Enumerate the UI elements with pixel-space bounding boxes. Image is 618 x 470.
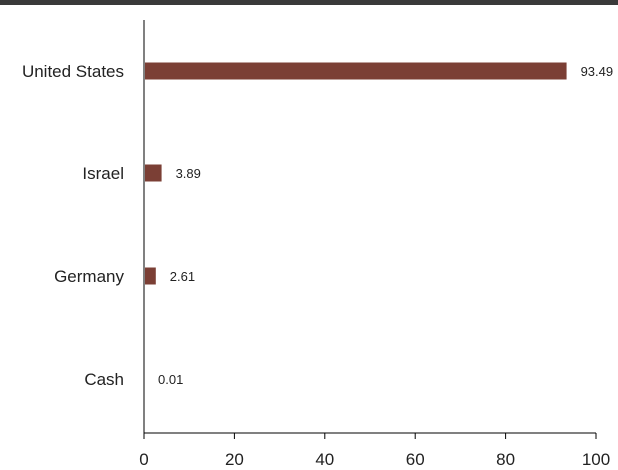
x-tick-label-20: 20 — [225, 450, 244, 469]
category-label-israel: Israel — [82, 164, 124, 183]
x-tick-label-80: 80 — [496, 450, 515, 469]
x-tick-label-40: 40 — [315, 450, 334, 469]
category-label-cash: Cash — [84, 370, 124, 389]
top-rule — [0, 0, 618, 5]
value-label-israel: 3.89 — [176, 166, 201, 181]
value-label-germany: 2.61 — [170, 269, 195, 284]
bar-germany — [145, 267, 156, 285]
value-label-cash: 0.01 — [158, 372, 183, 387]
value-label-united-states: 93.49 — [581, 64, 614, 79]
x-tick-label-0: 0 — [139, 450, 148, 469]
x-tick-label-100: 100 — [582, 450, 610, 469]
x-axis-ticks: 0 20 40 60 80 100 — [139, 433, 610, 469]
bar-israel — [145, 164, 162, 182]
bars-layer — [145, 62, 567, 285]
bar-united-states — [145, 62, 567, 80]
category-label-germany: Germany — [54, 267, 124, 286]
category-label-united-states: United States — [22, 62, 124, 81]
x-tick-label-60: 60 — [406, 450, 425, 469]
labels-layer: United States 93.49 Israel 3.89 Germany 2.61 C… — [22, 62, 613, 389]
